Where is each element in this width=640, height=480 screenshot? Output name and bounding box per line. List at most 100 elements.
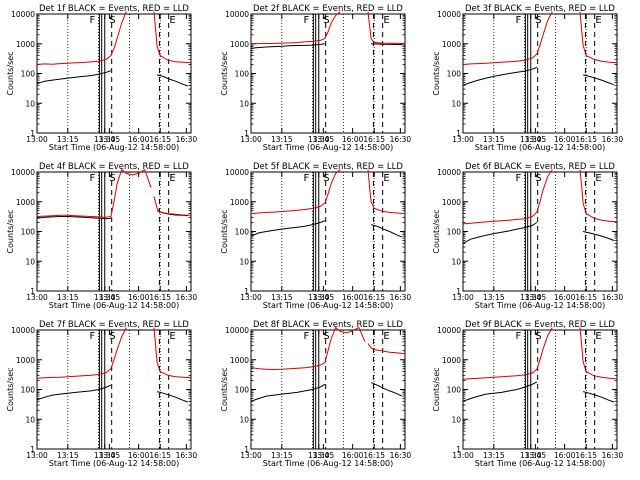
x-tick-label: 16:30 bbox=[602, 135, 624, 144]
series-group bbox=[251, 11, 405, 49]
x-tick-label: 13:00 bbox=[26, 451, 48, 460]
y-tick-label: 100 bbox=[21, 70, 36, 79]
y-tick-label: 1000 bbox=[230, 356, 249, 365]
y-tick-label: 1 bbox=[30, 129, 35, 138]
y-tick-label: 100 bbox=[235, 70, 250, 79]
series-group bbox=[463, 169, 617, 244]
x-tick-label: 13:00 bbox=[240, 293, 262, 302]
lld-series-line bbox=[367, 343, 405, 355]
events-series-line bbox=[251, 220, 326, 237]
x-tick-label: 16:30 bbox=[390, 293, 412, 302]
x-tick-label: 16:00 bbox=[128, 293, 150, 302]
lld-series-line bbox=[251, 169, 341, 215]
y-tick-label: 100 bbox=[235, 386, 250, 395]
lld-series-line bbox=[251, 11, 341, 45]
x-tick-label: 13:30 bbox=[308, 293, 330, 302]
plot-frame bbox=[250, 171, 406, 292]
x-tick-label: 13:00 bbox=[452, 293, 474, 302]
y-axis-label: Counts/sec bbox=[6, 51, 15, 95]
interval-marker-s: S bbox=[535, 331, 541, 342]
x-tick-label: 16:15 bbox=[575, 135, 597, 144]
y-tick-label: 10000 bbox=[437, 326, 461, 335]
x-tick-label: 16:15 bbox=[363, 135, 385, 144]
x-tick-label: 13:00 bbox=[240, 135, 262, 144]
y-tick-label: 10000 bbox=[11, 10, 35, 19]
x-tick-label: 16:15 bbox=[363, 451, 385, 460]
events-series-line bbox=[156, 74, 189, 87]
detector-panel-8: Det 8f BLACK = Events, RED = LLD 1 10 100 10… bbox=[220, 320, 411, 468]
x-tick-label: 13:45 bbox=[313, 451, 335, 460]
x-tick-label: 13:15 bbox=[271, 135, 293, 144]
x-tick-label: 13:45 bbox=[99, 293, 121, 302]
panel-title: Det 3f BLACK = Events, RED = LLD bbox=[465, 4, 615, 14]
y-tick-label: 1000 bbox=[442, 40, 461, 49]
interval-marker-f: F bbox=[516, 15, 522, 26]
y-tick-label: 10 bbox=[25, 415, 35, 424]
series-group bbox=[37, 327, 191, 403]
events-series-line bbox=[582, 231, 615, 241]
events-series-line bbox=[582, 391, 615, 403]
detector-panel-7: Det 7f BLACK = Events, RED = LLD 1 10 100 10… bbox=[6, 320, 197, 468]
x-tick-label: 16:00 bbox=[554, 293, 576, 302]
x-tick-label: 13:45 bbox=[525, 135, 547, 144]
x-tick-label: 13:00 bbox=[240, 451, 262, 460]
plot-frame bbox=[462, 13, 618, 134]
x-tick-label: 13:15 bbox=[271, 293, 293, 302]
x-tick-label: 16:15 bbox=[149, 135, 171, 144]
lld-series-line bbox=[579, 11, 617, 64]
interval-marker-e: E bbox=[383, 173, 389, 184]
events-series-line bbox=[370, 224, 403, 238]
lld-series-line bbox=[463, 11, 553, 65]
events-series-line bbox=[582, 74, 615, 86]
lld-series-line bbox=[367, 169, 405, 215]
y-tick-label: 1 bbox=[456, 287, 461, 296]
x-tick-label: 13:00 bbox=[452, 135, 474, 144]
plot-frame bbox=[250, 329, 406, 450]
detector-panel-9: Det 9f BLACK = Events, RED = LLD 1 10 100 10… bbox=[432, 320, 623, 468]
x-tick-label: 16:30 bbox=[390, 451, 412, 460]
events-series-line bbox=[37, 216, 111, 220]
x-tick-label: 16:15 bbox=[575, 293, 597, 302]
panel-title: Det 2f BLACK = Events, RED = LLD bbox=[253, 4, 403, 14]
x-tick-label: 13:30 bbox=[308, 451, 330, 460]
x-tick-label: 13:45 bbox=[99, 135, 121, 144]
series-group bbox=[251, 169, 405, 238]
y-axis-label: Counts/sec bbox=[220, 51, 229, 95]
y-tick-label: 1 bbox=[244, 445, 249, 454]
x-tick-label: 13:45 bbox=[313, 293, 335, 302]
events-series-line bbox=[251, 383, 326, 402]
x-tick-label: 13:00 bbox=[26, 135, 48, 144]
panel-title: Det 8f BLACK = Events, RED = LLD bbox=[253, 320, 403, 330]
plot-frame bbox=[36, 329, 192, 450]
panel-title: Det 9f BLACK = Events, RED = LLD bbox=[465, 320, 615, 330]
x-tick-label: 13:15 bbox=[483, 451, 505, 460]
panel-title: Det 4f BLACK = Events, RED = LLD bbox=[39, 162, 189, 172]
x-tick-label: 16:30 bbox=[176, 135, 198, 144]
interval-marker-f: F bbox=[304, 173, 310, 184]
panel-title: Det 6f BLACK = Events, RED = LLD bbox=[465, 162, 615, 172]
plot-frame bbox=[462, 329, 618, 450]
y-tick-label: 100 bbox=[447, 386, 462, 395]
detector-panel-6: Det 6f BLACK = Events, RED = LLD 1 10 100 10… bbox=[432, 162, 623, 310]
lld-series-line bbox=[153, 11, 191, 64]
x-tick-label: 16:00 bbox=[554, 451, 576, 460]
lld-series-line bbox=[463, 169, 553, 225]
x-tick-label: 16:00 bbox=[128, 451, 150, 460]
series-group bbox=[37, 168, 191, 220]
interval-marker-f: F bbox=[304, 331, 310, 342]
y-tick-label: 1000 bbox=[230, 198, 249, 207]
lld-series-line bbox=[37, 327, 127, 379]
events-series-line bbox=[371, 43, 402, 46]
y-tick-label: 10000 bbox=[437, 168, 461, 177]
y-axis-label: Counts/sec bbox=[432, 51, 441, 95]
detector-panel-5: Det 5f BLACK = Events, RED = LLD 1 10 100 10… bbox=[220, 162, 411, 310]
y-tick-label: 1000 bbox=[230, 40, 249, 49]
x-tick-label: 13:45 bbox=[99, 451, 121, 460]
y-tick-label: 10000 bbox=[437, 10, 461, 19]
interval-marker-e: E bbox=[383, 331, 389, 342]
x-tick-label: 13:15 bbox=[483, 135, 505, 144]
lld-series-line bbox=[579, 327, 617, 380]
x-tick-label: 13:30 bbox=[308, 135, 330, 144]
y-tick-label: 10000 bbox=[11, 168, 35, 177]
y-axis-label: Counts/sec bbox=[432, 367, 441, 411]
